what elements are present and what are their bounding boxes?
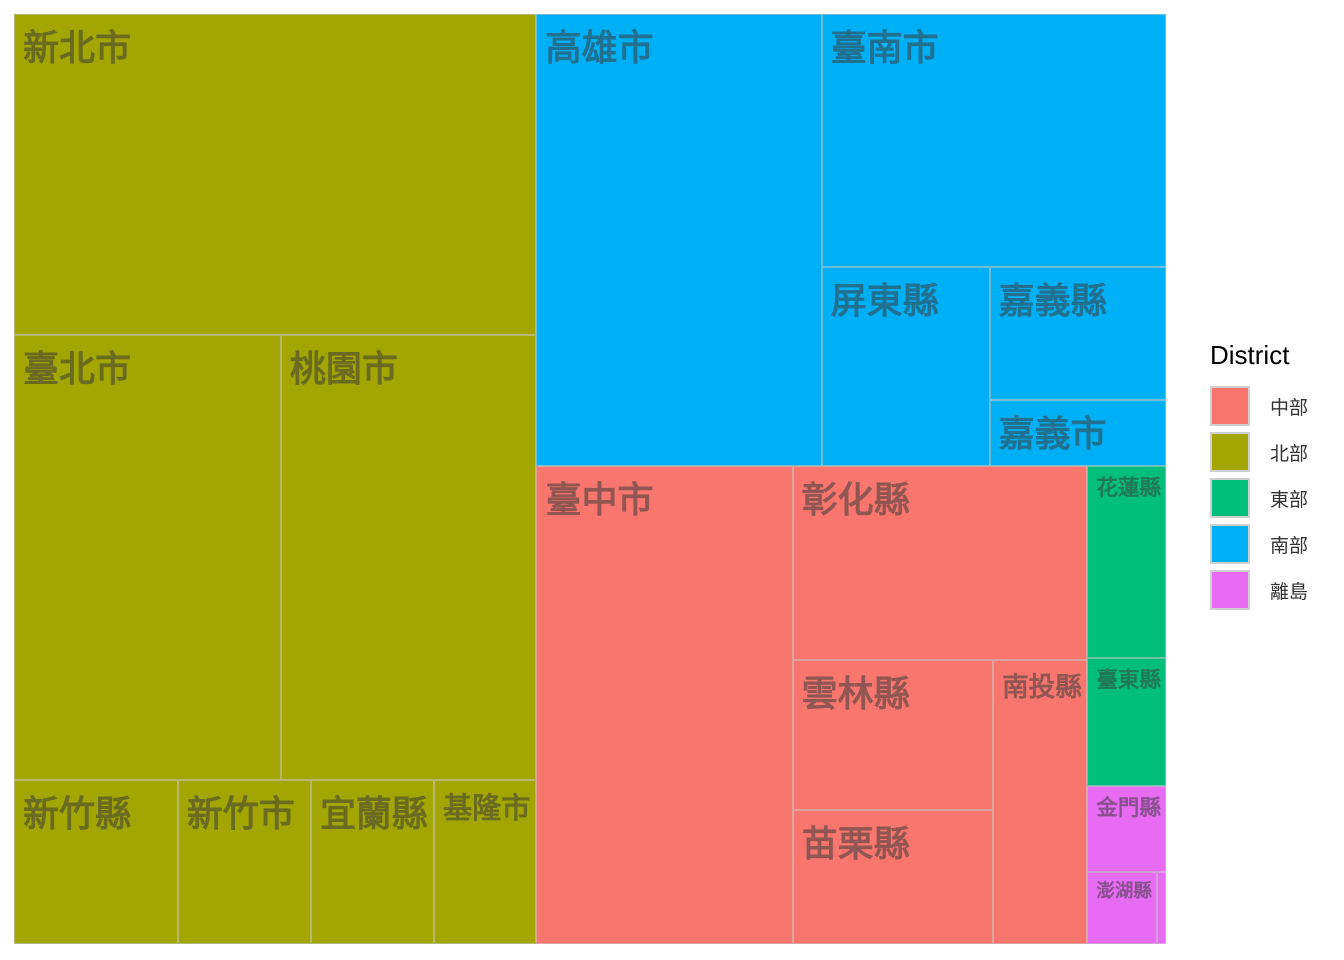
treemap-tile: 臺南市 [821, 14, 1166, 267]
legend-item: 離島 [1210, 567, 1308, 613]
treemap-tile: 金門縣 [1087, 786, 1166, 872]
tile-label: 臺北市 [23, 348, 132, 390]
legend-entries: 中部北部東部南部離島 [1210, 383, 1308, 613]
treemap-tile: 臺東縣 [1087, 658, 1166, 787]
treemap-tile: 臺北市 [14, 334, 281, 781]
treemap-tile: 臺中市 [536, 466, 793, 944]
tile-label: 基隆市 [443, 791, 531, 826]
legend-title: District [1210, 340, 1290, 370]
tile-label: 嘉義市 [998, 413, 1107, 455]
treemap-tile: 新竹縣 [14, 780, 178, 944]
treemap-tile: 高雄市 [536, 14, 822, 467]
tile-label: 雲林縣 [801, 673, 910, 715]
legend: District 中部北部東部南部離島 [1210, 340, 1308, 613]
treemap-plot: 新北市臺北市 桃園市新竹縣 新竹市 宜蘭縣 基隆市 高雄市 臺南市屏東縣 嘉義縣嘉義市臺中市 彰… [14, 14, 1166, 944]
treemap-tile: 宜蘭縣 [311, 780, 435, 944]
legend-label: 中部 [1270, 396, 1309, 419]
treemap-tile: 澎湖縣 [1087, 871, 1157, 944]
treemap-tile: 嘉義市 [989, 399, 1166, 467]
treemap-tile: 桃園市 [280, 334, 537, 781]
treemap-tile: 屏東縣 [821, 267, 990, 467]
legend-swatch [1210, 432, 1250, 472]
legend-item: 東部 [1210, 475, 1308, 521]
treemap-tile: 新北市 [14, 14, 537, 335]
legend-label: 南部 [1270, 534, 1309, 557]
tile-label: 宜蘭縣 [320, 794, 428, 836]
tile-label: 臺中市 [545, 480, 654, 522]
legend-label: 離島 [1270, 580, 1309, 603]
treemap-tile: 嘉義縣 [989, 267, 1166, 400]
tile-label: 屏東縣 [830, 281, 939, 322]
treemap-tile: 彰化縣 [792, 466, 1088, 660]
tile-label: 高雄市 [545, 28, 654, 69]
legend-item: 北部 [1210, 429, 1308, 475]
legend-label: 東部 [1270, 488, 1309, 511]
tile-label: 南投縣 [1002, 671, 1082, 703]
legend-item: 中部 [1210, 383, 1308, 429]
tile-label: 新北市 [23, 28, 132, 69]
tile-label: 金門縣 [1096, 796, 1161, 822]
tile-label: 桃園市 [289, 348, 398, 390]
tile-label: 嘉義縣 [998, 281, 1107, 322]
treemap-tile: 苗栗縣 [792, 810, 994, 944]
legend-swatch [1210, 478, 1250, 518]
treemap-tile [1156, 871, 1166, 944]
legend-swatch [1210, 570, 1250, 610]
tile-label: 苗栗縣 [801, 824, 910, 866]
tile-label: 花蓮縣 [1096, 476, 1161, 502]
legend-swatch [1210, 524, 1250, 564]
treemap-tile: 雲林縣 [792, 659, 994, 811]
legend-label: 北部 [1270, 442, 1309, 465]
legend-item: 南部 [1210, 521, 1308, 567]
tile-label: 臺東縣 [1096, 668, 1161, 694]
treemap-tile: 新竹市 [177, 780, 312, 944]
tile-label: 新竹縣 [23, 794, 132, 836]
legend-swatch [1210, 386, 1250, 426]
tile-label: 臺南市 [830, 28, 939, 69]
tile-label: 新竹市 [186, 794, 295, 836]
tile-label: 澎湖縣 [1096, 880, 1152, 902]
treemap-tile: 花蓮縣 [1087, 466, 1166, 659]
treemap-tile: 南投縣 [993, 659, 1088, 944]
tile-label: 彰化縣 [801, 480, 910, 522]
treemap-tile: 基隆市 [434, 780, 537, 944]
